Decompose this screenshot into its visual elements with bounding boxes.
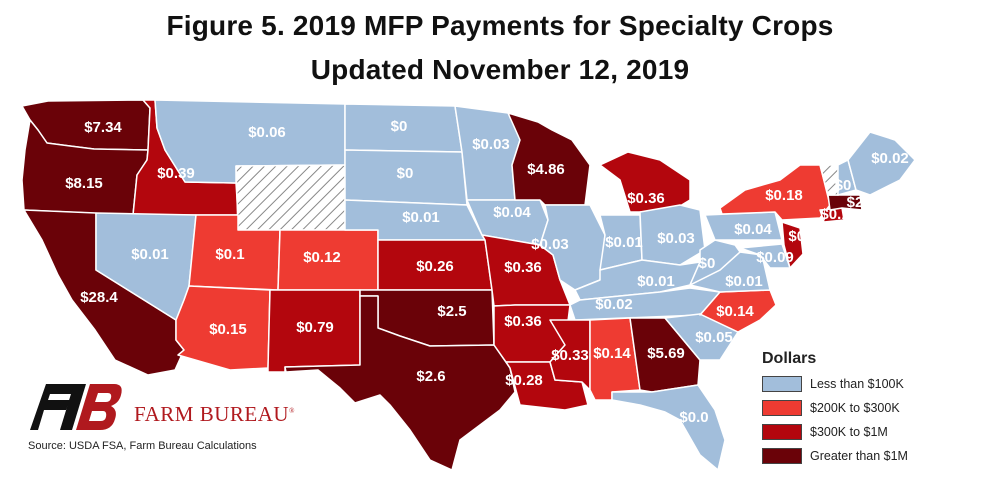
state-value-ne: $0.01 bbox=[402, 209, 440, 226]
farm-bureau-logo-icon bbox=[30, 384, 122, 430]
state-value-vt: $0 bbox=[835, 177, 852, 194]
state-value-md: $0.09 bbox=[756, 249, 794, 266]
legend-label: Greater than $1M bbox=[810, 449, 908, 463]
legend-label: $200K to $300K bbox=[810, 401, 900, 415]
state-wy bbox=[235, 164, 346, 231]
state-value-wi: $4.86 bbox=[527, 161, 565, 178]
state-value-al: $0.14 bbox=[593, 345, 631, 362]
state-value-mi: $0.36 bbox=[627, 190, 665, 207]
state-wi bbox=[507, 112, 591, 206]
state-value-ia: $0.04 bbox=[493, 204, 531, 221]
source-note: Source: USDA FSA, Farm Bureau Calculatio… bbox=[28, 440, 257, 452]
legend: Dollars Less than $100K $200K to $300K $… bbox=[762, 350, 982, 470]
state-value-oh: $0.03 bbox=[657, 230, 695, 247]
state-value-ga: $5.69 bbox=[647, 345, 685, 362]
state-value-il: $0.03 bbox=[531, 236, 569, 253]
state-value-or: $8.15 bbox=[65, 175, 103, 192]
state-value-wa: $7.34 bbox=[84, 119, 122, 136]
state-value-co: $0.12 bbox=[303, 249, 341, 266]
state-value-ct: $0.1 bbox=[820, 206, 849, 223]
state-value-tn: $0.02 bbox=[595, 296, 633, 313]
state-value-nd: $0 bbox=[391, 118, 408, 135]
state-value-ks: $0.26 bbox=[416, 258, 454, 275]
legend-item-top: Greater than $1M bbox=[762, 446, 982, 466]
state-tx bbox=[284, 295, 516, 471]
state-value-ky: $0.01 bbox=[637, 273, 675, 290]
state-mi bbox=[599, 151, 691, 213]
state-sc bbox=[664, 313, 739, 361]
state-value-ut: $0.1 bbox=[215, 246, 244, 263]
state-value-ca: $28.4 bbox=[80, 289, 118, 306]
legend-swatch bbox=[762, 376, 802, 392]
legend-swatch bbox=[762, 424, 802, 440]
state-nj bbox=[781, 221, 804, 269]
state-value-wv: $0 bbox=[699, 255, 716, 272]
state-ma bbox=[827, 194, 863, 211]
state-value-ny: $0.18 bbox=[765, 187, 803, 204]
legend-swatch bbox=[762, 448, 802, 464]
state-value-in: $0.01 bbox=[605, 234, 643, 251]
state-fl bbox=[611, 384, 726, 471]
state-il bbox=[539, 204, 606, 291]
state-value-ms: $0.33 bbox=[551, 347, 589, 364]
state-value-nm: $0.79 bbox=[296, 319, 334, 336]
state-value-sd: $0 bbox=[397, 165, 414, 182]
legend-label: $300K to $1M bbox=[810, 425, 888, 439]
state-value-la: $0.28 bbox=[505, 372, 543, 389]
state-value-fl: $0.0 bbox=[679, 409, 708, 426]
state-me bbox=[847, 131, 916, 196]
state-value-va: $0.01 bbox=[725, 273, 763, 290]
legend-label: Less than $100K bbox=[810, 377, 904, 391]
state-value-pa: $0.04 bbox=[734, 221, 772, 238]
state-value-az: $0.15 bbox=[209, 321, 247, 338]
state-value-sc: $0.05 bbox=[695, 329, 733, 346]
registered-mark: ® bbox=[289, 407, 295, 415]
state-value-id: $0.39 bbox=[157, 165, 195, 182]
map-subtitle: Updated November 12, 2019 bbox=[310, 54, 690, 85]
state-value-tx: $2.6 bbox=[416, 368, 445, 385]
state-md bbox=[739, 243, 791, 269]
legend-title: Dollars bbox=[762, 350, 817, 367]
state-value-nj: $0.5 bbox=[788, 228, 817, 245]
legend-item-mid: $200K to $300K bbox=[762, 398, 982, 418]
state-value-nc: $0.14 bbox=[716, 303, 754, 320]
state-value-ma: $2 bbox=[847, 194, 864, 211]
state-value-ar: $0.36 bbox=[504, 313, 542, 330]
state-wv bbox=[689, 239, 741, 286]
state-value-ok: $2.5 bbox=[437, 303, 466, 320]
state-value-mn: $0.03 bbox=[472, 136, 510, 153]
state-value-nv: $0.01 bbox=[131, 246, 169, 263]
legend-swatch bbox=[762, 400, 802, 416]
map-title: Figure 5. 2019 MFP Payments for Specialt… bbox=[166, 10, 834, 41]
brand-name: FARM BUREAU® bbox=[134, 402, 295, 426]
legend-item-low: Less than $100K bbox=[762, 374, 982, 394]
state-value-me: $0.02 bbox=[871, 150, 909, 167]
state-value-mo: $0.36 bbox=[504, 259, 542, 276]
state-value-mt: $0.06 bbox=[248, 124, 286, 141]
legend-item-high: $300K to $1M bbox=[762, 422, 982, 442]
